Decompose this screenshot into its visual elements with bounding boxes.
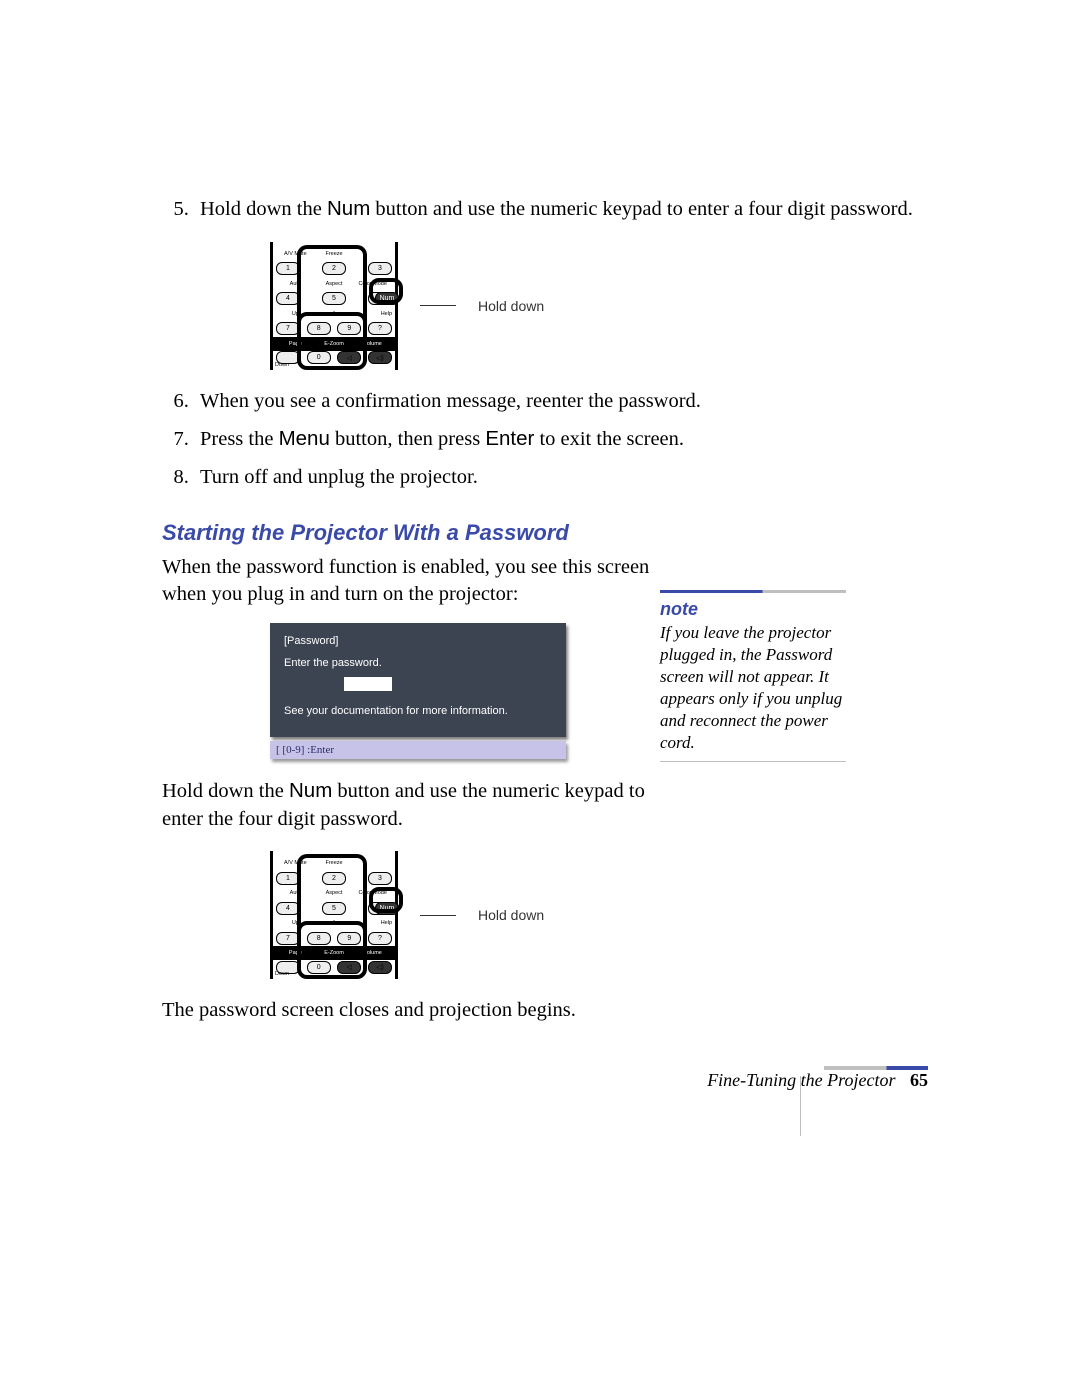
step-5-post: button and use the numeric keypad to ent… [370,198,913,220]
down-label: Down [275,971,289,977]
callout-line-2 [420,915,456,916]
num-button-label-2: Num [289,779,332,802]
key-help: ? [368,322,392,335]
key-vol-up: ◁) [368,961,392,974]
step-5-pre: Hold down the [200,198,327,220]
steps-list-2: When you see a confirmation message, ree… [162,388,922,492]
t: to exit the screen. [534,428,684,450]
callout-line [420,305,456,306]
intro-paragraph: When the password function is enabled, y… [162,554,662,609]
num-button-label: Num [327,197,370,220]
closing-paragraph: The password screen closes and projectio… [162,997,662,1025]
callout-hold-down-2: Hold down [478,907,544,923]
num-outline [369,887,403,913]
footer-vline [800,1076,801,1136]
after-osd-paragraph: Hold down the Num button and use the num… [162,777,662,833]
menu-button-label: Menu [279,427,330,450]
callout-hold-down: Hold down [478,298,544,314]
osd-window: [Password] Enter the password. See your … [270,623,566,737]
note-rule-top [660,590,846,593]
osd-title: [Password] [284,635,552,647]
footer-page-number: 65 [910,1070,928,1090]
key-3: 3 [368,872,392,885]
note-sidebar: note If you leave the projector plugged … [660,590,846,762]
enter-button-label: Enter [485,427,534,450]
osd-footer: [ [0-9] :Enter [270,741,566,759]
key-vol-up: ◁) [368,351,392,364]
note-heading: note [660,599,846,620]
num-outline [369,278,403,304]
page-footer: Fine-Tuning the Projector 65 [0,1070,928,1091]
down-label: Down [275,362,289,368]
remote-figure-1: A/V MuteFreeze 123 AutoAspectColor Mode … [270,242,922,370]
footer-section: Fine-Tuning the Projector [707,1070,895,1090]
steps-list-1: Hold down the Num button and use the num… [162,195,922,224]
keypad-outline-top [297,245,367,321]
remote-diagram: A/V MuteFreeze 123 AutoAspectColor Mode … [270,242,398,370]
note-rule-bottom [660,761,846,762]
section-heading: Starting the Projector With a Password [162,520,922,546]
t: Hold down the [162,780,289,802]
step-6: When you see a confirmation message, ree… [194,388,922,416]
step-5: Hold down the Num button and use the num… [194,195,922,224]
t: Press the [200,428,279,450]
note-body: If you leave the projector plugged in, t… [660,622,846,755]
step-8: Turn off and unplug the projector. [194,464,922,492]
keypad-outline-top [297,854,367,930]
remote-diagram-2: A/V MuteFreeze 123 AutoAspectColor Mode … [270,851,398,979]
osd-prompt: Enter the password. [284,657,552,669]
key-3: 3 [368,262,392,275]
t: button, then press [330,428,485,450]
remote-figure-2: A/V MuteFreeze 123 AutoAspectColor Mode … [270,851,922,979]
key-help: ? [368,932,392,945]
osd-doc-text: See your documentation for more informat… [284,705,552,717]
step-7: Press the Menu button, then press Enter … [194,425,922,454]
osd-password-field [344,677,392,691]
footer-rule [824,1066,928,1070]
keypad-outline [297,921,367,979]
